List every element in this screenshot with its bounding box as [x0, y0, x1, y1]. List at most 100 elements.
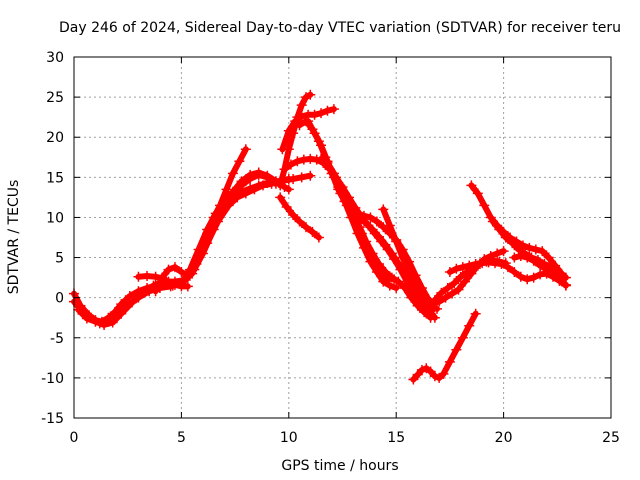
- data-point: [470, 308, 481, 319]
- data-point: [365, 212, 376, 223]
- y-tick-label: 0: [55, 291, 64, 307]
- series-arc-1: [69, 170, 316, 327]
- data-point: [436, 287, 447, 298]
- y-axis-label: SDTVAR / TECUs: [6, 180, 22, 295]
- data-point: [498, 246, 509, 257]
- grid: [74, 57, 611, 418]
- data-point: [509, 266, 520, 277]
- data-point: [378, 204, 389, 215]
- data-point: [492, 248, 503, 259]
- data-point: [494, 224, 505, 235]
- data-point: [457, 262, 468, 273]
- data-point: [116, 299, 127, 310]
- series-arc-21: [509, 250, 571, 291]
- data-point: [447, 288, 458, 299]
- data-point: [227, 186, 238, 197]
- data-point: [232, 192, 243, 203]
- data-point: [309, 128, 320, 139]
- data-point: [410, 280, 421, 291]
- data-point: [279, 164, 290, 175]
- data-point: [453, 284, 464, 295]
- data-point: [163, 264, 174, 275]
- data-point: [300, 92, 311, 103]
- y-tick-label: 30: [46, 50, 64, 66]
- data-point: [537, 246, 548, 257]
- data-point: [294, 216, 305, 227]
- data-point: [522, 252, 533, 263]
- data-point: [236, 176, 247, 187]
- series-line: [71, 172, 314, 325]
- data-point: [449, 278, 460, 289]
- data-point: [322, 157, 333, 168]
- series-line: [468, 182, 569, 281]
- data-point: [333, 181, 344, 192]
- data-point: [90, 316, 101, 327]
- data-point: [195, 248, 206, 259]
- data-point: [386, 248, 397, 259]
- data-point: [249, 184, 260, 195]
- y-tick-label: 5: [55, 251, 64, 267]
- data-point: [416, 364, 427, 375]
- data-point: [543, 252, 554, 263]
- data-point: [466, 268, 477, 279]
- data-point: [309, 109, 320, 120]
- data-point: [150, 286, 161, 297]
- data-point: [438, 368, 449, 379]
- data-point: [466, 180, 477, 191]
- data-point: [157, 272, 168, 283]
- series-arc-14: [343, 196, 400, 285]
- data-point: [391, 236, 402, 247]
- data-point: [524, 242, 535, 253]
- data-point: [316, 153, 327, 164]
- chart-title: Day 246 of 2024, Sidereal Day-to-day VTE…: [59, 20, 621, 36]
- data-point: [176, 266, 187, 277]
- data-point: [485, 250, 496, 261]
- data-point: [292, 112, 303, 123]
- data-point: [283, 173, 294, 184]
- data-point: [163, 276, 174, 287]
- data-point: [391, 283, 402, 294]
- data-point: [397, 252, 408, 263]
- y-tick-label: 10: [46, 210, 64, 226]
- data-point: [298, 154, 309, 165]
- data-point: [258, 180, 269, 191]
- data-point: [464, 320, 475, 331]
- data-point: [234, 156, 245, 167]
- data-point: [444, 266, 455, 277]
- data-point: [457, 332, 468, 343]
- series-arc-23: [408, 308, 481, 385]
- data-point: [522, 274, 533, 285]
- data-point: [483, 257, 494, 268]
- data-point: [328, 104, 339, 115]
- data-point: [361, 218, 372, 229]
- data-point: [412, 300, 423, 311]
- data-point: [202, 228, 213, 239]
- series-arc-5: [150, 144, 251, 297]
- axis-ticks: 0 5 10 15 20 25 -15 -10 -5 0 5 10 15 20 25 30: [41, 50, 620, 446]
- data-point: [369, 258, 380, 269]
- data-point: [208, 212, 219, 223]
- data-point: [169, 279, 180, 290]
- data-point: [240, 144, 251, 155]
- x-tick-label: 10: [280, 430, 298, 446]
- data-point: [530, 244, 541, 255]
- data-point: [189, 264, 200, 275]
- data-point: [444, 356, 455, 367]
- data-point: [423, 300, 434, 311]
- data-point: [507, 238, 518, 249]
- data-point: [124, 291, 135, 302]
- data-point: [285, 159, 296, 170]
- series-arc-22: [275, 192, 324, 243]
- data-point: [288, 128, 299, 139]
- data-point: [548, 268, 559, 279]
- data-point: [326, 168, 337, 179]
- data-point: [367, 224, 378, 235]
- data-point: [307, 226, 318, 237]
- series-line: [75, 175, 292, 328]
- y-tick-label: -5: [50, 331, 64, 347]
- data-point: [487, 216, 498, 227]
- data-point: [472, 188, 483, 199]
- plot-frame: [73, 56, 612, 419]
- data-point: [378, 222, 389, 233]
